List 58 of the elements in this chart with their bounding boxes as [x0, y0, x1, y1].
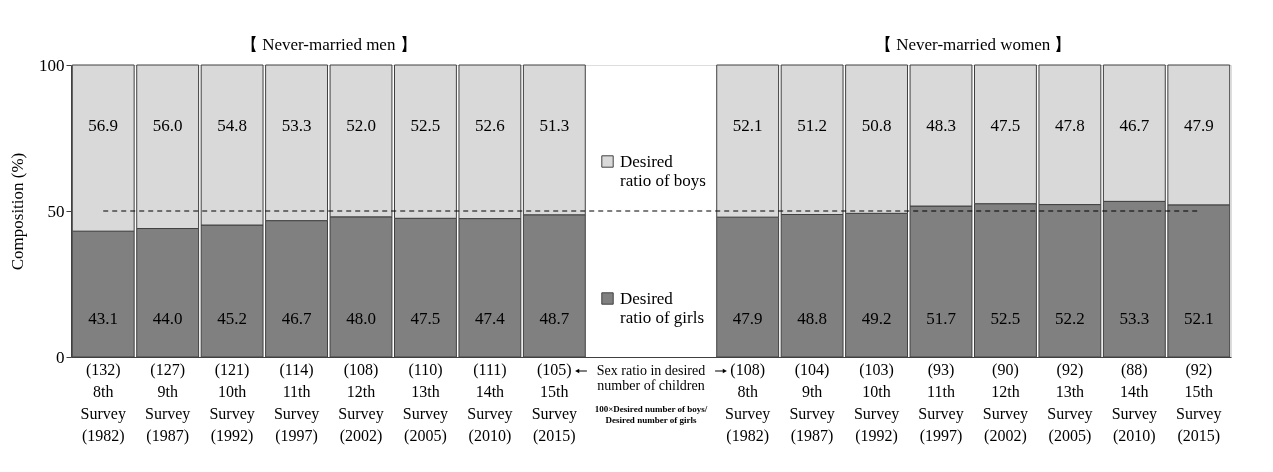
data-label: 47.8 — [1055, 116, 1085, 136]
data-label: 51.7 — [926, 309, 957, 329]
x-tick-label: (127) 9th Survey (1987) — [145, 360, 191, 445]
data-label: 47.5 — [990, 116, 1021, 136]
y-tick-label: 50 — [47, 201, 65, 221]
data-label: 51.3 — [539, 116, 570, 136]
data-label: 46.7 — [281, 309, 312, 329]
x-tick-label: (105) 15th Survey (2015) — [531, 360, 577, 445]
data-label: 51.2 — [797, 116, 827, 136]
data-label: 46.7 — [1119, 116, 1150, 136]
data-label: 45.2 — [217, 309, 247, 329]
data-label: 56.0 — [152, 116, 183, 136]
text: 【 Never-married women 】 — [874, 35, 1072, 54]
data-label: 53.3 — [1119, 309, 1150, 329]
data-label: 47.9 — [732, 309, 763, 329]
x-tick-label: (92) 15th Survey (2015) — [1176, 360, 1222, 445]
data-label: 52.2 — [1055, 309, 1085, 329]
data-label: 50.8 — [861, 116, 892, 136]
data-label: 52.1 — [1183, 309, 1214, 329]
x-tick-label: (88) 14th Survey (2010) — [1111, 360, 1157, 445]
data-label: 48.3 — [926, 116, 956, 136]
data-label: 49.2 — [861, 309, 892, 329]
data-label: 47.4 — [475, 309, 506, 329]
data-label: 48.0 — [346, 309, 376, 329]
data-label: 52.0 — [346, 116, 376, 136]
x-tick-label: (114) 11th Survey (1997) — [273, 360, 320, 445]
data-label: 44.0 — [152, 309, 183, 329]
legend-label: Desired ratio of boys — [620, 151, 706, 190]
data-label: 47.5 — [410, 309, 441, 329]
x-tick-label: (111) 14th Survey (2010) — [467, 360, 513, 445]
data-label: 53.3 — [281, 116, 312, 136]
x-tick-label: (108) 8th Survey (1982) — [725, 360, 771, 445]
data-label: 48.7 — [539, 309, 570, 329]
x-tick-label: (132) 8th Survey (1982) — [80, 360, 126, 445]
y-tick-label: 100 — [39, 55, 65, 75]
x-tick-label: (92) 13th Survey (2005) — [1047, 360, 1093, 445]
x-tick-label: (103) 10th Survey (1992) — [853, 360, 900, 445]
data-label: 52.6 — [475, 116, 505, 136]
data-label: 43.1 — [88, 309, 119, 329]
y-tick-label: 0 — [56, 347, 65, 367]
legend-label: Desired ratio of girls — [620, 288, 705, 327]
x-tick-label: (121) 10th Survey (1992) — [209, 360, 255, 445]
x-tick-label: (93) 11th Survey (1997) — [918, 360, 964, 445]
text: 【 Never-married men 】 — [240, 35, 417, 54]
data-label: 54.8 — [217, 116, 247, 136]
data-label: 48.8 — [797, 309, 827, 329]
data-label: 52.5 — [990, 309, 1021, 329]
text: 100×Desired number of boys/Desired number of girls — [594, 404, 708, 425]
x-tick-label: (90) 12th Survey (2002) — [982, 360, 1029, 445]
x-tick-label: (110) 13th Survey (2005) — [402, 360, 449, 445]
data-label: 52.5 — [410, 116, 441, 136]
data-label: 47.9 — [1183, 116, 1214, 136]
data-label: 56.9 — [88, 116, 119, 136]
data-label: 52.1 — [732, 116, 763, 136]
text: Sex ratio in desired number of children — [596, 363, 706, 393]
y-axis-title: Composition (%) — [8, 152, 27, 271]
x-tick-label: (104) 9th Survey (1987) — [789, 360, 835, 445]
x-tick-label: (108) 12th Survey (2002) — [338, 360, 384, 445]
